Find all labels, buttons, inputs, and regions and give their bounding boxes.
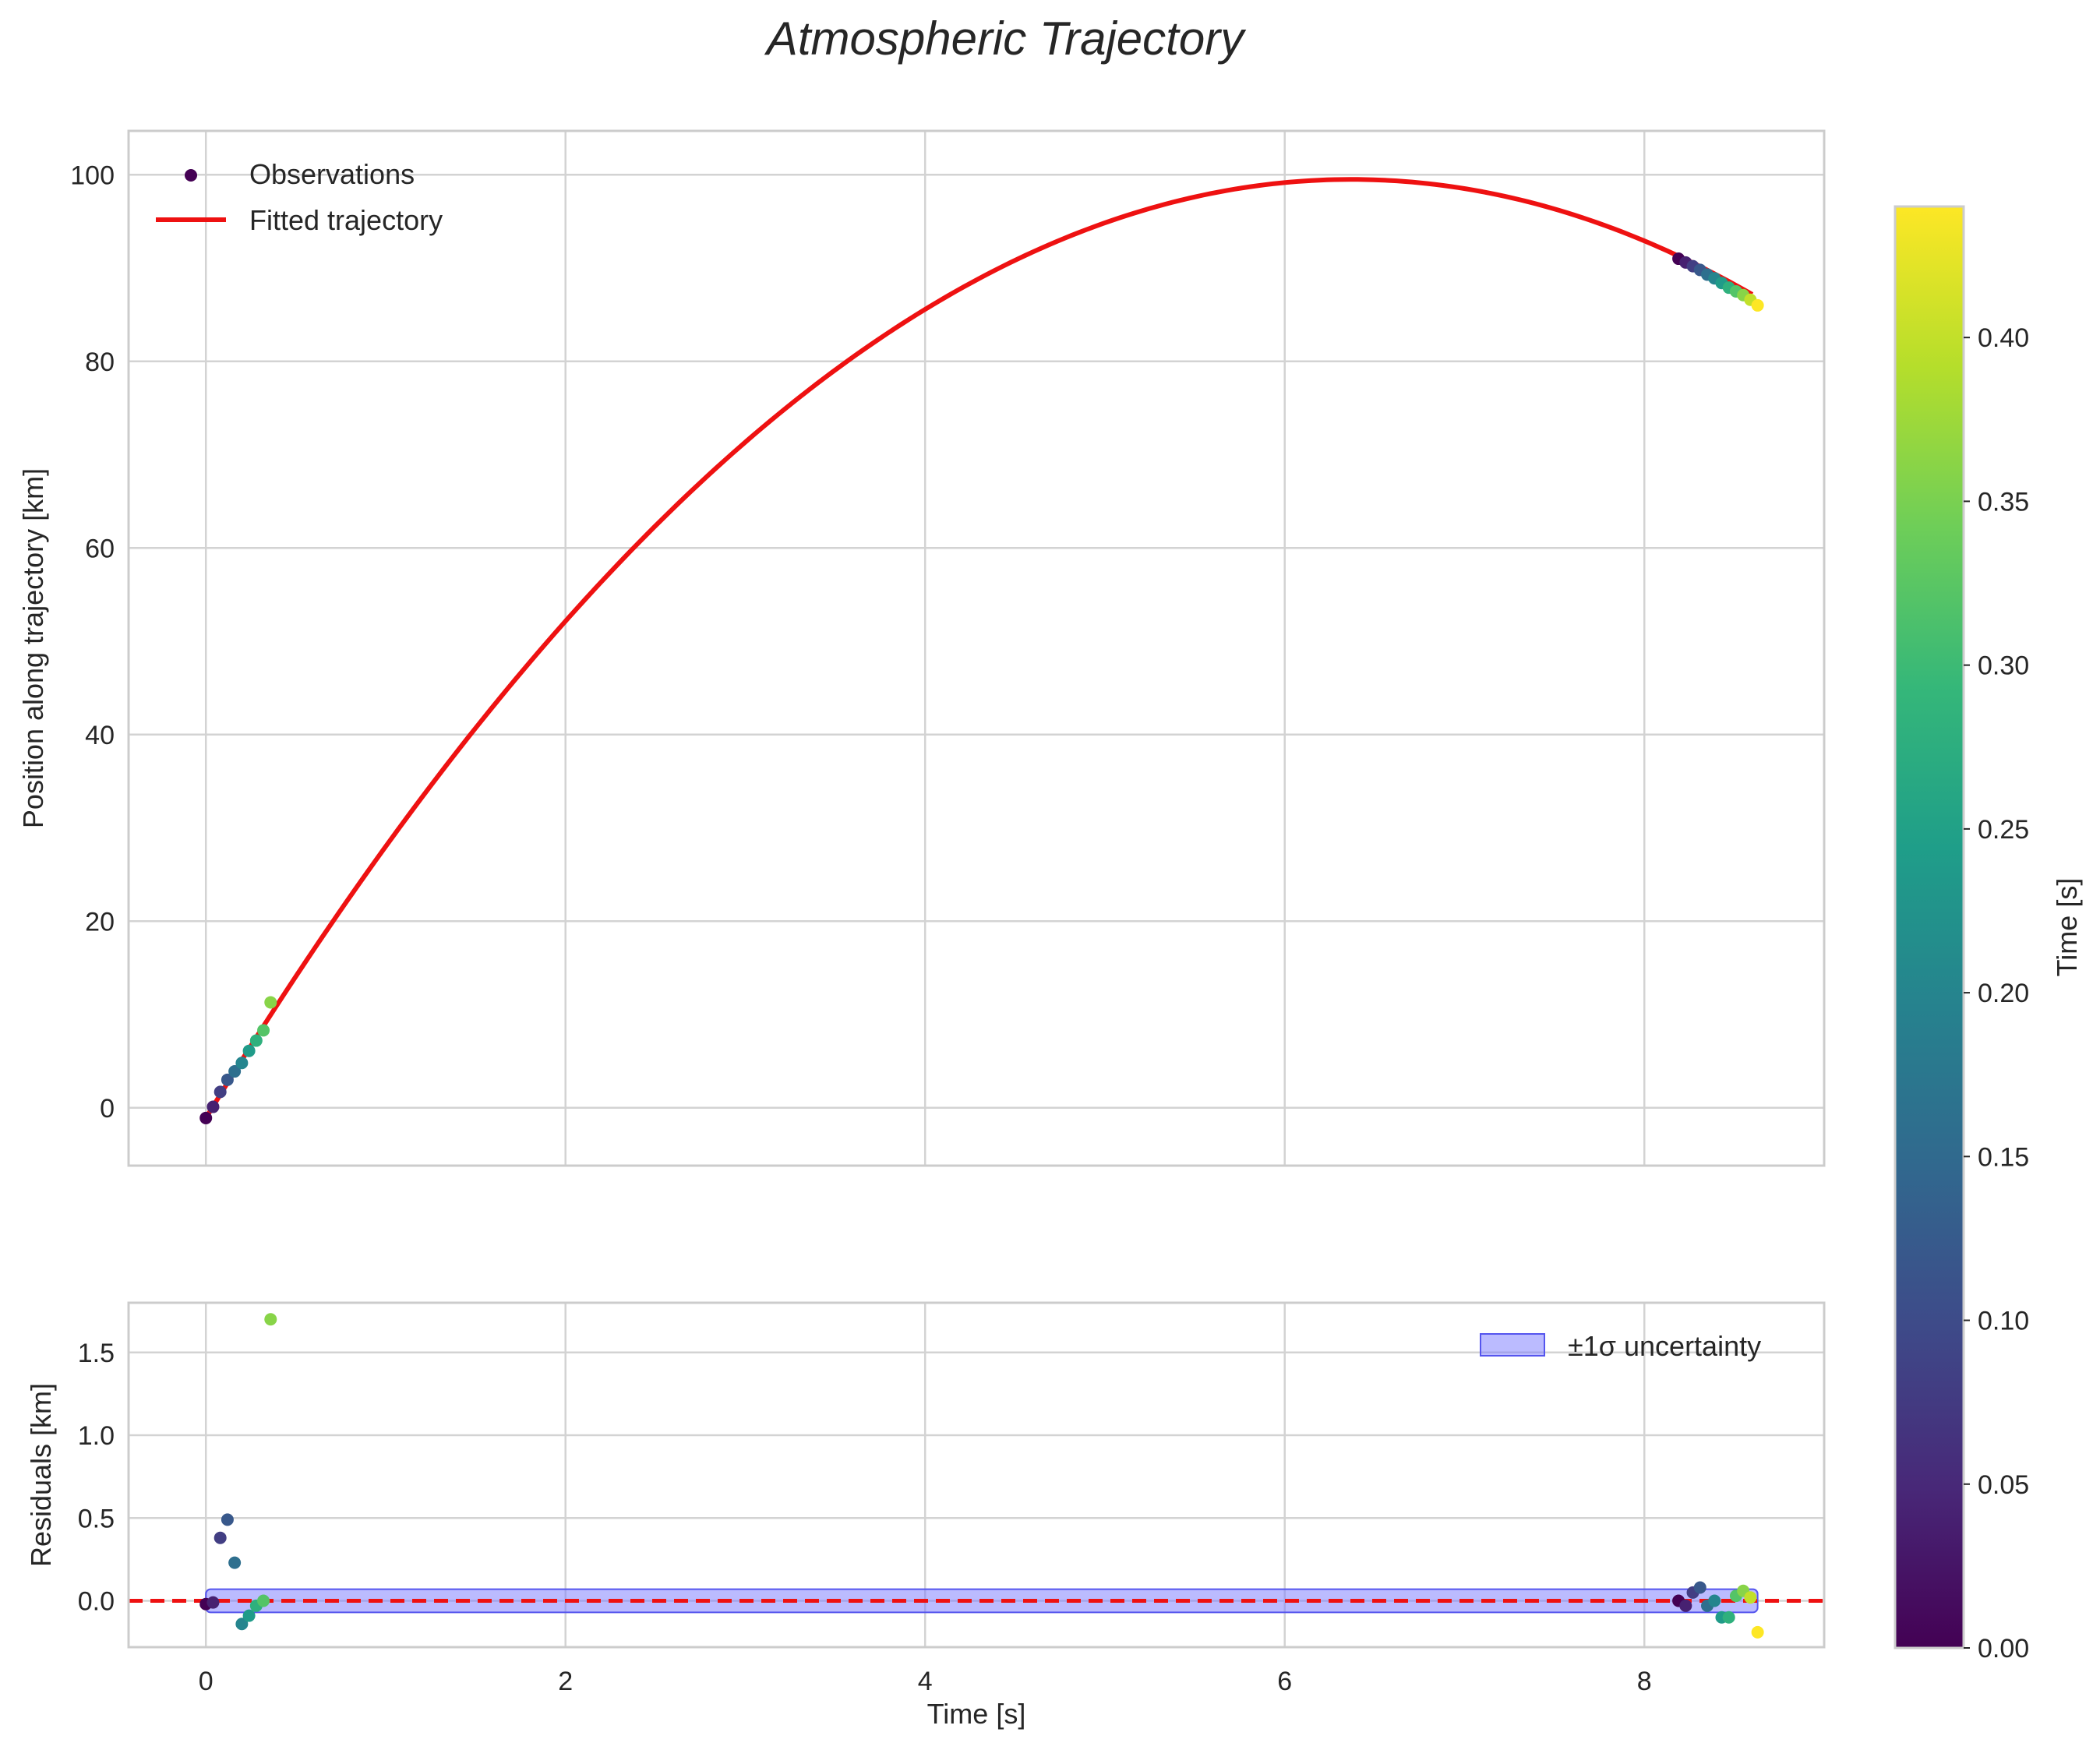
residuals-marks — [129, 1313, 1824, 1639]
colorbar-tick-label: 0.05 — [1978, 1470, 2029, 1500]
legend-observations-label: Observations — [249, 158, 415, 190]
residuals-legend[interactable]: ±1σ uncertainty — [1480, 1330, 1761, 1362]
trajectory-ylabel: Position along trajectory [km] — [17, 468, 49, 828]
legend-fit-label: Fitted trajectory — [249, 204, 443, 236]
trajectory-plot-area — [129, 131, 1824, 1166]
observation-point — [1751, 298, 1764, 312]
y-tick-label: 60 — [85, 534, 115, 563]
residuals-panel: 0 2 4 6 8 0.0 0.5 1.0 1.5 Residuals [km] Time [s… — [25, 1301, 1826, 1730]
residuals-plot-frame — [127, 1301, 1826, 1649]
trajectory-tick-labels: 0 20 40 60 80 100 — [70, 161, 115, 1123]
observation-point — [199, 1111, 213, 1124]
trajectory-grid — [129, 131, 1824, 1166]
y-tick-label: 0.0 — [78, 1587, 115, 1617]
trajectory-plot-frame — [127, 129, 1826, 1167]
observation-point — [214, 1085, 227, 1099]
colorbar: 0.00 0.05 0.10 0.15 0.20 0.25 0.30 0.35 0.40 Tim… — [1894, 205, 2083, 1664]
colorbar-tick-label: 0.20 — [1978, 979, 2029, 1008]
residual-point — [1751, 1625, 1764, 1639]
residual-point — [1693, 1581, 1706, 1594]
residual-point — [1679, 1599, 1692, 1612]
y-tick-label: 1.5 — [78, 1339, 115, 1368]
colorbar-frame — [1894, 205, 1965, 1649]
colorbar-tick-label: 0.10 — [1978, 1307, 2029, 1336]
fitted-trajectory-line — [203, 177, 1754, 1120]
y-tick-label: 100 — [70, 161, 115, 190]
residual-point — [221, 1513, 234, 1526]
x-tick-label: 4 — [918, 1667, 933, 1696]
y-tick-label: 0 — [100, 1094, 115, 1124]
observation-point — [257, 1024, 270, 1037]
residual-point — [206, 1596, 220, 1609]
colorbar-gradient — [1895, 206, 1964, 1648]
trajectory-marks — [199, 177, 1764, 1124]
x-tick-label: 0 — [199, 1667, 214, 1696]
colorbar-tick-label: 0.15 — [1978, 1142, 2029, 1172]
y-tick-label: 0.5 — [78, 1504, 115, 1533]
observation-point — [206, 1100, 220, 1113]
legend-observations-marker — [185, 169, 197, 182]
x-tick-label: 2 — [558, 1667, 573, 1696]
y-tick-label: 80 — [85, 348, 115, 377]
residual-point — [1744, 1591, 1757, 1604]
residual-point — [214, 1531, 227, 1544]
x-tick-label: 6 — [1277, 1667, 1292, 1696]
residuals-ylabel: Residuals [km] — [25, 1383, 57, 1567]
colorbar-tick-labels: 0.00 0.05 0.10 0.15 0.20 0.25 0.30 0.35 0.40 — [1964, 323, 2029, 1664]
colorbar-tick-label: 0.00 — [1978, 1634, 2029, 1664]
legend-band-swatch — [1480, 1333, 1545, 1357]
residuals-tick-labels: 0 2 4 6 8 0.0 0.5 1.0 1.5 — [78, 1339, 1652, 1696]
colorbar-tick-label: 0.30 — [1978, 651, 2029, 681]
residual-point — [264, 1313, 277, 1326]
colorbar-label: Time [s] — [2051, 878, 2083, 977]
residual-point — [1708, 1594, 1721, 1607]
residuals-xlabel: Time [s] — [927, 1698, 1026, 1730]
colorbar-tick-label: 0.25 — [1978, 815, 2029, 845]
colorbar-tick-label: 0.35 — [1978, 487, 2029, 517]
observation-point — [249, 1034, 263, 1047]
residual-point — [235, 1618, 249, 1631]
observation-point — [235, 1057, 249, 1070]
y-tick-label: 40 — [85, 721, 115, 750]
y-tick-label: 20 — [85, 907, 115, 937]
observation-point — [264, 996, 277, 1009]
chart-title: Atmospheric Trajectory — [764, 12, 1247, 65]
x-tick-label: 8 — [1637, 1667, 1652, 1696]
legend-band-label: ±1σ uncertainty — [1568, 1330, 1761, 1362]
y-tick-label: 1.0 — [78, 1421, 115, 1451]
residual-point — [242, 1609, 256, 1622]
trajectory-panel: 0 20 40 60 80 100 Position along trajectory [… — [17, 129, 1826, 1167]
observation-point — [228, 1065, 242, 1078]
trajectory-legend[interactable]: Observations Fitted trajectory — [156, 158, 443, 236]
residual-point — [228, 1556, 242, 1569]
colorbar-tick-label: 0.40 — [1978, 323, 2029, 353]
residual-point — [1722, 1611, 1735, 1624]
observation-point — [221, 1073, 234, 1086]
residual-point — [257, 1594, 270, 1607]
observation-point — [242, 1044, 256, 1057]
